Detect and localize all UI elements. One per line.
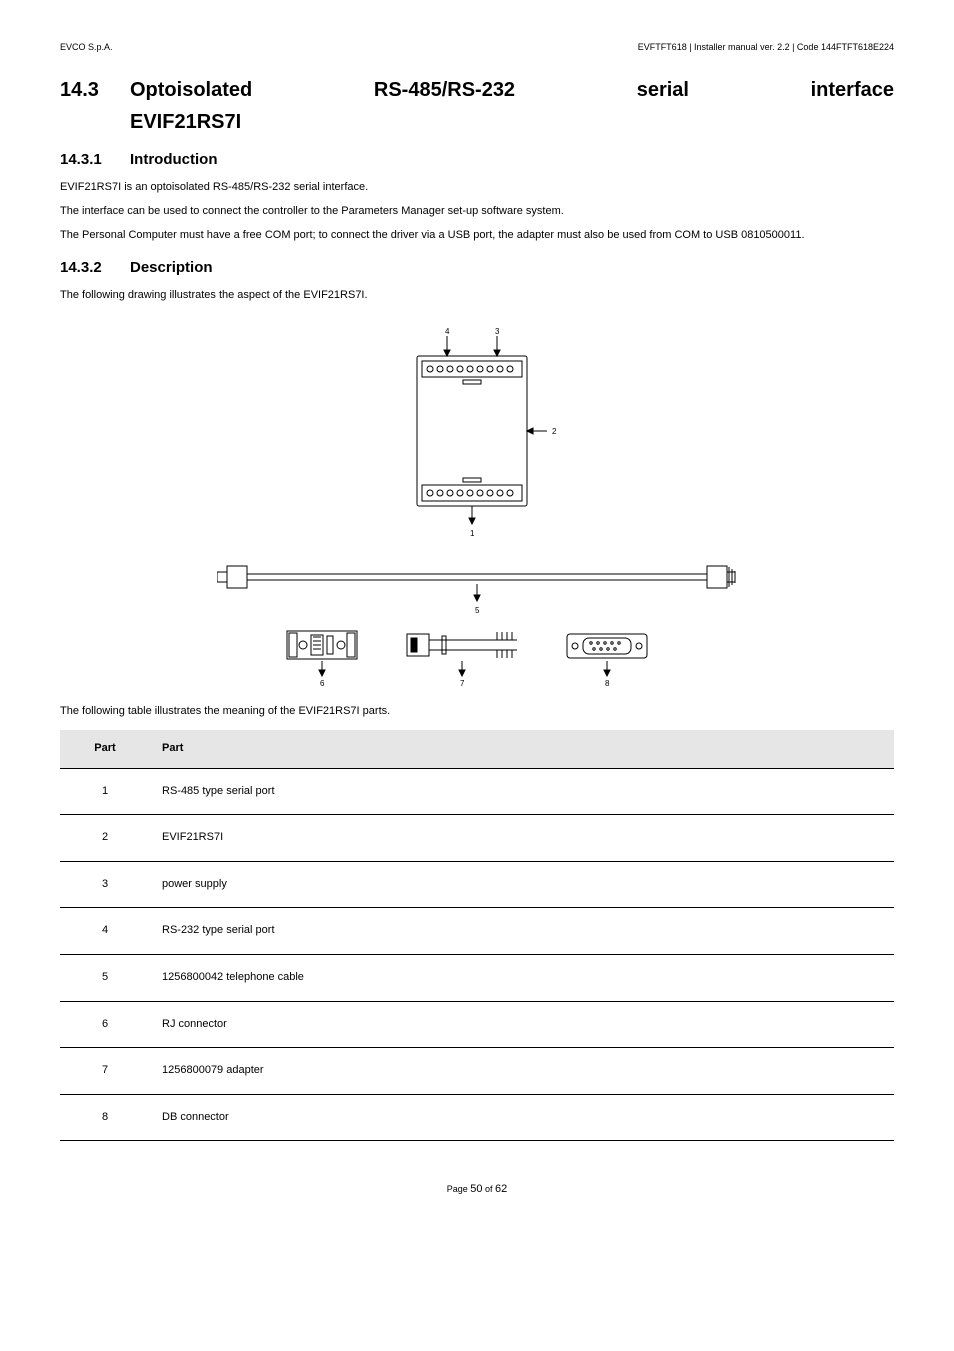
- table-row: 3power supply: [60, 861, 894, 908]
- table-head-desc: Part: [150, 730, 894, 768]
- page-footer: Page 50 of 62: [60, 1181, 894, 1199]
- intro-p2: The interface can be used to connect the…: [60, 202, 894, 222]
- table-cell-n: 1: [60, 768, 150, 815]
- diagram-label-2: 2: [552, 427, 557, 436]
- section-title-line1: Optoisolated RS-485/RS-232 serial interf…: [130, 74, 894, 106]
- table-cell-n: 2: [60, 815, 150, 862]
- table-cell-d: DB connector: [150, 1094, 894, 1141]
- intro-p1: EVIF21RS7I is an optoisolated RS-485/RS-…: [60, 178, 894, 198]
- table-cell-n: 8: [60, 1094, 150, 1141]
- footer-page: 50: [470, 1183, 482, 1195]
- section-number: 14.3: [60, 74, 130, 106]
- table-head-part: Part: [60, 730, 150, 768]
- table-cell-d: 1256800079 adapter: [150, 1048, 894, 1095]
- table-row: 6RJ connector: [60, 1001, 894, 1048]
- diagram-label-8: 8: [605, 679, 610, 686]
- desc-title: Description: [130, 259, 213, 276]
- diagram-label-6: 6: [320, 679, 325, 686]
- table-row: 8DB connector: [60, 1094, 894, 1141]
- table-cell-d: RS-232 type serial port: [150, 908, 894, 955]
- table-row: 51256800042 telephone cable: [60, 954, 894, 1001]
- footer-prefix: Page: [447, 1184, 471, 1194]
- table-row: 1RS-485 type serial port: [60, 768, 894, 815]
- footer-total: 62: [495, 1183, 507, 1195]
- diagram-label-5: 5: [475, 606, 480, 615]
- desc-p2: The following table illustrates the mean…: [60, 702, 894, 722]
- header-left: EVCO S.p.A.: [60, 40, 113, 54]
- diagram-svg: 4 3 2 1 5: [217, 326, 737, 686]
- header-right: EVFTFT618 | Installer manual ver. 2.2 | …: [638, 40, 894, 54]
- section-title-line2: EVIF21RS7I: [130, 106, 894, 138]
- desc-p1: The following drawing illustrates the as…: [60, 286, 894, 306]
- section-heading: 14.3 Optoisolated RS-485/RS-232 serial i…: [60, 74, 894, 106]
- intro-heading: 14.3.1Introduction: [60, 148, 894, 172]
- page-header: EVCO S.p.A. EVFTFT618 | Installer manual…: [60, 40, 894, 54]
- desc-heading: 14.3.2Description: [60, 256, 894, 280]
- table-row: 71256800079 adapter: [60, 1048, 894, 1095]
- table-cell-n: 7: [60, 1048, 150, 1095]
- table-cell-d: RJ connector: [150, 1001, 894, 1048]
- footer-mid: of: [483, 1184, 496, 1194]
- table-cell-d: EVIF21RS7I: [150, 815, 894, 862]
- table-cell-d: 1256800042 telephone cable: [150, 954, 894, 1001]
- table-row: 2EVIF21RS7I: [60, 815, 894, 862]
- table-cell-n: 3: [60, 861, 150, 908]
- diagram-label-7: 7: [460, 679, 465, 686]
- intro-title: Introduction: [130, 151, 217, 168]
- table-cell-n: 6: [60, 1001, 150, 1048]
- intro-number: 14.3.1: [60, 148, 130, 172]
- diagram-label-3: 3: [495, 327, 500, 336]
- parts-table: Part Part 1RS-485 type serial port 2EVIF…: [60, 730, 894, 1141]
- desc-number: 14.3.2: [60, 256, 130, 280]
- table-cell-n: 5: [60, 954, 150, 1001]
- table-cell-d: power supply: [150, 861, 894, 908]
- diagram-label-4: 4: [445, 327, 450, 336]
- diagram-label-1: 1: [470, 529, 475, 538]
- table-cell-d: RS-485 type serial port: [150, 768, 894, 815]
- diagram: 4 3 2 1 5: [60, 326, 894, 693]
- table-cell-n: 4: [60, 908, 150, 955]
- table-row: 4RS-232 type serial port: [60, 908, 894, 955]
- intro-p3: The Personal Computer must have a free C…: [60, 226, 894, 246]
